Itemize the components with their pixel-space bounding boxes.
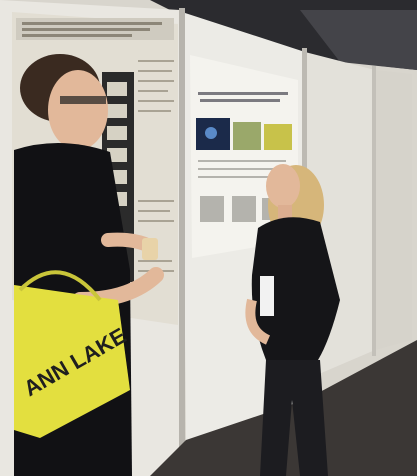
panel-post-1 [179, 8, 185, 476]
woman-face [266, 164, 300, 208]
poster-left-title-lines [22, 22, 162, 37]
bag-body [14, 285, 130, 438]
bag-handle [18, 270, 102, 302]
poster-middle-image-yellow [264, 124, 292, 150]
panel-post-3 [372, 66, 376, 356]
ceiling-beam [300, 10, 417, 70]
man-cup [142, 238, 158, 260]
poster-middle-image-green [233, 122, 261, 150]
man-face [48, 70, 108, 150]
woman-pants [260, 360, 328, 476]
woman-badge [260, 276, 274, 316]
tote-bag: ANN LAKE [14, 270, 130, 438]
woman-right [245, 164, 340, 476]
panel-far [375, 70, 412, 350]
poster-middle-image-glow [205, 127, 217, 139]
woman-shirt [251, 217, 340, 360]
man-glasses [60, 96, 106, 104]
woman-arm [245, 298, 271, 345]
poster-middle-title-lines [198, 92, 288, 102]
